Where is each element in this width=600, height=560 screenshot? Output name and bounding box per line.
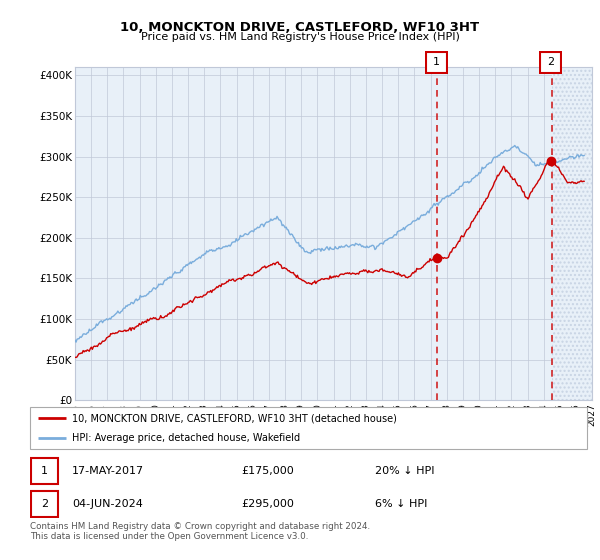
FancyBboxPatch shape [31, 458, 58, 484]
Text: £175,000: £175,000 [242, 466, 295, 476]
Text: 10, MONCKTON DRIVE, CASTLEFORD, WF10 3HT: 10, MONCKTON DRIVE, CASTLEFORD, WF10 3HT [121, 21, 479, 34]
Text: HPI: Average price, detached house, Wakefield: HPI: Average price, detached house, Wake… [72, 433, 300, 443]
FancyBboxPatch shape [427, 52, 447, 73]
Bar [552, 67, 592, 400]
Text: £295,000: £295,000 [242, 499, 295, 509]
Text: 04-JUN-2024: 04-JUN-2024 [72, 499, 143, 509]
Text: 17-MAY-2017: 17-MAY-2017 [72, 466, 144, 476]
FancyBboxPatch shape [540, 52, 561, 73]
Text: Price paid vs. HM Land Registry's House Price Index (HPI): Price paid vs. HM Land Registry's House … [140, 32, 460, 43]
FancyBboxPatch shape [30, 407, 587, 449]
Bar [552, 67, 592, 400]
Text: 1: 1 [433, 58, 440, 68]
Text: 1: 1 [41, 466, 48, 476]
Text: 6% ↓ HPI: 6% ↓ HPI [375, 499, 428, 509]
Text: 2: 2 [547, 58, 554, 68]
Text: 10, MONCKTON DRIVE, CASTLEFORD, WF10 3HT (detached house): 10, MONCKTON DRIVE, CASTLEFORD, WF10 3HT… [72, 413, 397, 423]
Text: 20% ↓ HPI: 20% ↓ HPI [375, 466, 435, 476]
Text: 2: 2 [41, 499, 48, 509]
FancyBboxPatch shape [31, 491, 58, 517]
Text: Contains HM Land Registry data © Crown copyright and database right 2024.
This d: Contains HM Land Registry data © Crown c… [30, 522, 370, 542]
